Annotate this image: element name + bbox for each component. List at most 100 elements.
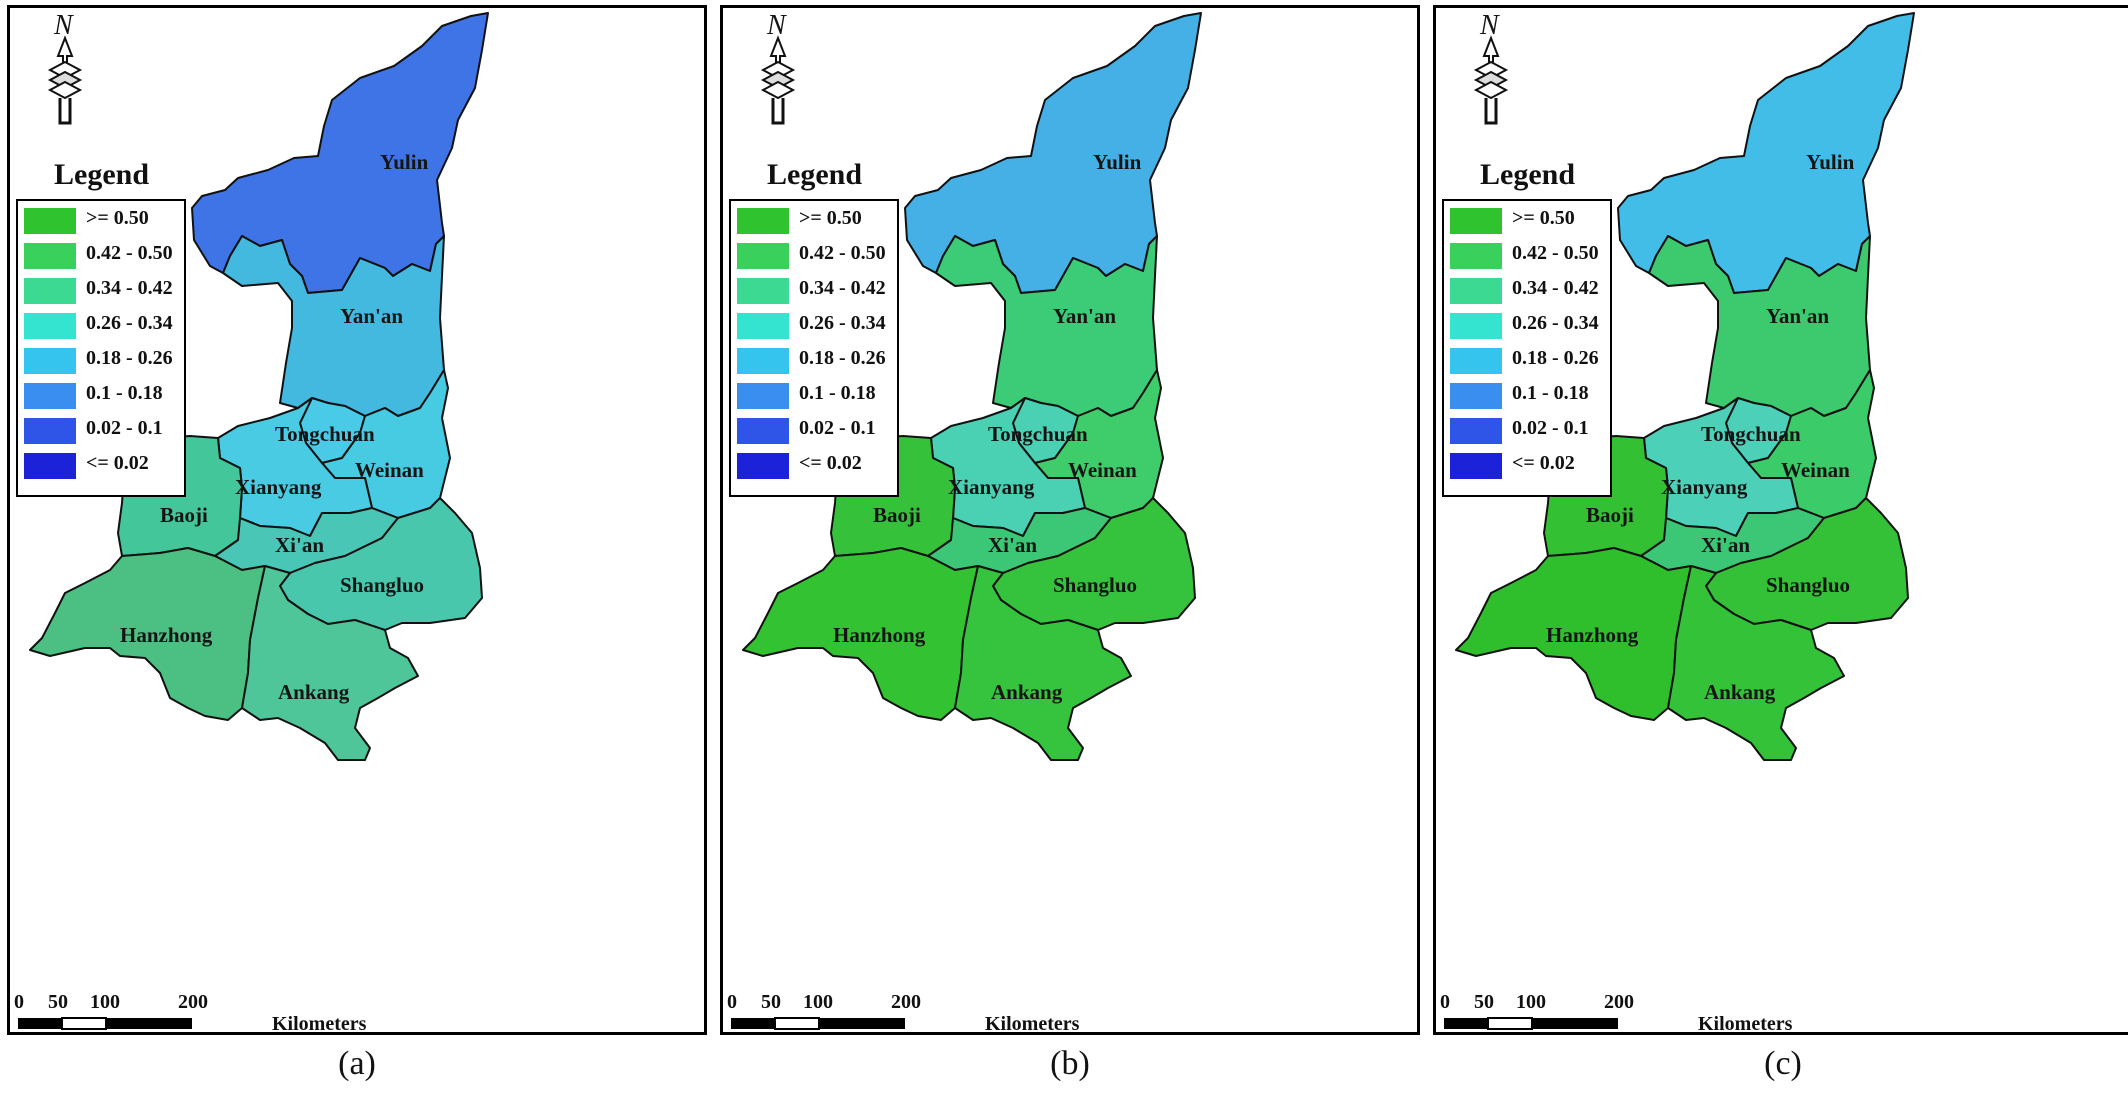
legend-swatch [24,418,76,444]
scale-tick-label: 200 [891,991,921,1013]
region-yanan [222,235,445,417]
city-label-weinan: Weinan [1781,458,1850,482]
legend-title: Legend [767,158,863,191]
city-label-xian: Xi'an [988,533,1038,557]
region-yanan [935,235,1158,417]
panel-caption-c: (c) [1764,1045,1802,1082]
legend-swatch [1450,453,1502,479]
city-label-yanan: Yan'an [340,304,404,328]
legend-label: 0.18 - 0.26 [86,347,173,369]
scale-unit-label: Kilometers [1698,1013,1793,1035]
legend: >= 0.50 0.42 - 0.50 0.34 - 0.42 0.26 - 0.34… [1442,199,1612,497]
scale-tick-label: 100 [90,991,120,1013]
north-label: N [54,10,73,41]
city-label-weinan: Weinan [1068,458,1137,482]
north-arrow-icon [760,35,796,125]
legend-label: <= 0.02 [799,452,862,474]
legend-label: <= 0.02 [1512,452,1575,474]
province-map [18,12,489,1030]
legend-label: 0.26 - 0.34 [1512,312,1599,334]
scale-tick-label: 200 [1604,991,1634,1013]
region-yanan [1648,235,1871,417]
legend-swatch [737,208,789,234]
legend-swatch [1450,383,1502,409]
legend-label: 0.1 - 0.18 [86,382,163,404]
legend-label: >= 0.50 [86,207,149,229]
map-panel-c: N Legend >= 0.50 0.42 - 0.50 0.34 - 0.42 0.26… [1433,5,2128,1035]
legend-swatch [1450,278,1502,304]
legend-label: 0.42 - 0.50 [799,242,886,264]
scale-tick-label: 200 [178,991,208,1013]
north-arrow-icon [47,35,83,125]
panel-caption-a: (a) [338,1045,376,1082]
city-label-tongchuan: Tongchuan [275,422,375,446]
legend-label: 0.02 - 0.1 [1512,417,1589,439]
legend-swatch [1450,313,1502,339]
city-label-baoji: Baoji [873,503,921,527]
legend-swatch [737,453,789,479]
city-label-yulin: Yulin [380,150,429,174]
legend-label: <= 0.02 [86,452,149,474]
legend-label: 0.26 - 0.34 [86,312,173,334]
scale-tick-label: 50 [1474,991,1494,1013]
legend-label: 0.34 - 0.42 [86,277,173,299]
legend-swatch [24,348,76,374]
legend-swatch [1450,243,1502,269]
legend-label: 0.02 - 0.1 [799,417,876,439]
scale-tick-label: 0 [727,991,737,1013]
legend-swatch [24,278,76,304]
city-label-shangluo: Shangluo [340,573,425,597]
scale-tick-label: 0 [1440,991,1450,1013]
scale-tick-label: 100 [1516,991,1546,1013]
city-label-shangluo: Shangluo [1766,573,1851,597]
legend-label: 0.18 - 0.26 [1512,347,1599,369]
legend-label: 0.34 - 0.42 [799,277,886,299]
legend-title: Legend [1480,158,1576,191]
region-ankang [241,565,419,761]
city-label-hanzhong: Hanzhong [833,623,926,647]
city-label-yulin: Yulin [1806,150,1855,174]
city-label-hanzhong: Hanzhong [120,623,213,647]
legend-label: 0.1 - 0.18 [1512,382,1589,404]
map-panel-b: N Legend >= 0.50 0.42 - 0.50 0.34 - 0.42 0.26… [720,5,1420,1035]
scale-tick-label: 50 [48,991,68,1013]
north-arrow-icon [1473,35,1509,125]
legend-label: >= 0.50 [799,207,862,229]
scale-bar [1444,1017,1618,1030]
legend-swatch [1450,418,1502,444]
legend-label: 0.42 - 0.50 [1512,242,1599,264]
legend-swatch [24,383,76,409]
scale-tick-label: 50 [761,991,781,1013]
city-label-xianyang: Xianyang [948,475,1035,499]
legend: >= 0.50 0.42 - 0.50 0.34 - 0.42 0.26 - 0.34… [16,199,186,497]
city-label-xianyang: Xianyang [1661,475,1748,499]
scale-unit-label: Kilometers [985,1013,1080,1035]
legend-swatch [737,348,789,374]
city-label-shangluo: Shangluo [1053,573,1138,597]
city-label-xian: Xi'an [275,533,325,557]
legend-swatch [1450,208,1502,234]
north-label: N [767,10,786,41]
map-panel-a: N Legend >= 0.50 0.42 - 0.50 0.34 - 0.42 0.26… [7,5,707,1035]
city-label-tongchuan: Tongchuan [988,422,1088,446]
scale-unit-label: Kilometers [272,1013,367,1035]
city-label-baoji: Baoji [1586,503,1634,527]
city-label-hanzhong: Hanzhong [1546,623,1639,647]
city-label-baoji: Baoji [160,503,208,527]
legend-label: 0.18 - 0.26 [799,347,886,369]
legend-label: 0.02 - 0.1 [86,417,163,439]
city-label-yanan: Yan'an [1766,304,1830,328]
city-label-xian: Xi'an [1701,533,1751,557]
scale-bar [18,1017,192,1030]
legend-label: >= 0.50 [1512,207,1575,229]
legend-swatch [24,208,76,234]
legend-swatch [1450,348,1502,374]
city-label-tongchuan: Tongchuan [1701,422,1801,446]
legend-label: 0.34 - 0.42 [1512,277,1599,299]
region-ankang [954,565,1132,761]
region-ankang [1667,565,1845,761]
legend-swatch [737,313,789,339]
legend-swatch [737,383,789,409]
city-label-ankang: Ankang [278,680,350,704]
city-label-weinan: Weinan [355,458,424,482]
